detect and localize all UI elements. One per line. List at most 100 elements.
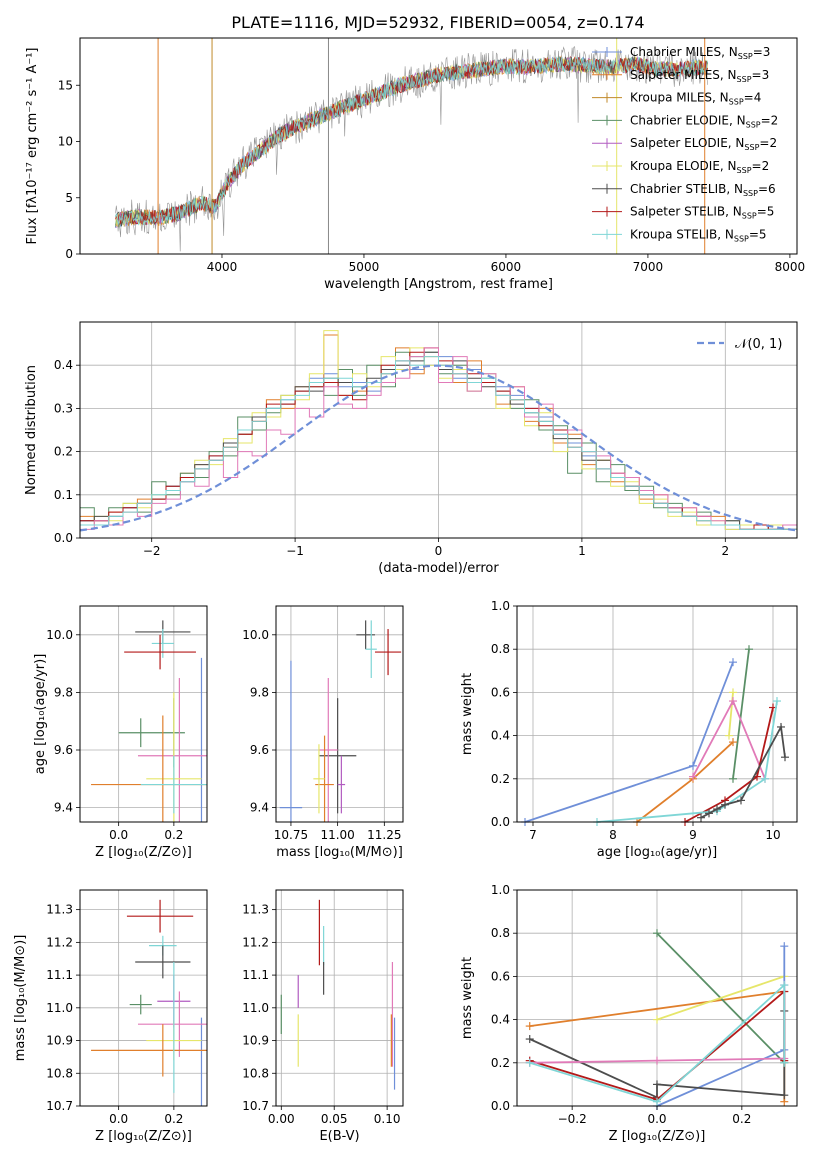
x-tick-label: 0.2 (732, 1112, 751, 1126)
y-tick-label: 0.0 (54, 531, 73, 545)
y-tick-label: 0.3 (54, 401, 73, 415)
weight-line (728, 692, 734, 736)
weight-line (524, 661, 734, 823)
legend-label: Chabrier ELODIE, NSSP=2 (630, 113, 778, 129)
x-tick-label: 5000 (349, 260, 380, 274)
y-tick-label: 11.0 (46, 1001, 73, 1015)
spectrum-legend: Chabrier MILES, NSSP=3 Salpeter MILES, NS… (592, 45, 778, 243)
legend-label: Kroupa ELODIE, NSSP=2 (630, 159, 769, 175)
y-tick-label: 11.3 (242, 903, 269, 917)
x-axis-label: E(B-V) (319, 1129, 359, 1144)
weight-line (684, 707, 774, 823)
y-tick-label: 11.3 (46, 903, 73, 917)
gaussian-curve (80, 364, 797, 532)
y-axis-label: Normed distribution (24, 365, 39, 495)
y-tick-label: 9.4 (250, 801, 269, 815)
x-tick-label: 9 (689, 828, 697, 842)
y-axis-label: mass weight (460, 673, 475, 755)
weight-vs-age-panel: 7 8 9 10 0.0 0.2 0.4 0.6 0.8 1.0 age [log₁₀(age/yr… (460, 599, 798, 860)
x-axis-label: Z [log₁₀(Z/Z⊙)] (609, 1129, 706, 1144)
spectrum-panel: 4000 5000 6000 7000 8000 0 5 10 15 wavelength [An… (25, 37, 805, 292)
y-tick-label: 11.2 (46, 935, 73, 949)
x-tick-label: 0.05 (321, 1112, 348, 1126)
y-tick-label: 0.4 (54, 358, 73, 372)
x-tick-label: 0.00 (268, 1112, 295, 1126)
x-tick-label: 11.00 (320, 828, 354, 842)
weight-line (656, 946, 786, 1107)
y-tick-label: 0.6 (491, 969, 510, 983)
x-axis-label: (data-model)/error (378, 561, 499, 576)
weight-line (732, 649, 750, 779)
errorbars (279, 620, 402, 822)
y-tick-label: 0.2 (54, 445, 73, 459)
y-tick-label: 9.6 (54, 743, 73, 757)
y-tick-label: 9.4 (54, 801, 73, 815)
axes-frame (79, 889, 208, 1107)
x-axis-label: age [log₁₀(age/yr)] (597, 845, 718, 860)
y-tick-label: 0.4 (491, 729, 510, 743)
legend-label: Chabrier STELIB, NSSP=6 (630, 182, 776, 198)
figure-title: PLATE=1116, MJD=52932, FIBERID=0054, z=0… (231, 13, 644, 32)
residuals-panel: −2 −1 0 1 2 0.0 0.1 0.2 0.3 0.4 (data-model)/error… (24, 321, 798, 576)
x-tick-label: 7 (529, 828, 537, 842)
y-axis-label: age [log₁₀(age/yr)] (33, 654, 48, 775)
spectrum-model-kroupa-stelib (115, 56, 708, 226)
y-axis-label: Flux [fλ10⁻¹⁷ erg cm⁻² s⁻¹ A⁻¹] (25, 48, 40, 245)
x-tick-label: 2 (721, 544, 729, 558)
x-tick-label: −0.2 (558, 1112, 587, 1126)
histogram-step (80, 356, 797, 530)
errorbars (280, 899, 396, 1090)
x-tick-label: 10 (765, 828, 780, 842)
x-tick-label: 6000 (491, 260, 522, 274)
errorbars (91, 899, 207, 1106)
y-tick-label: 10.7 (242, 1099, 269, 1113)
x-tick-label: 0.10 (374, 1112, 401, 1126)
weight-vs-Z-panel: −0.2 0.0 0.2 0.0 0.2 0.4 0.6 0.8 1.0 Z [log₁₀(Z/Z… (460, 883, 798, 1144)
y-tick-label: 5 (65, 191, 73, 205)
y-tick-label: 10.8 (242, 1066, 269, 1080)
y-tick-label: 0.4 (491, 1013, 510, 1027)
y-tick-label: 0.1 (54, 488, 73, 502)
x-tick-label: 0.0 (109, 828, 128, 842)
y-axis-label: mass weight (460, 957, 475, 1039)
legend-label: 𝒩(0, 1) (735, 337, 782, 352)
x-tick-label: 11.25 (367, 828, 401, 842)
y-tick-label: 10.9 (242, 1034, 269, 1048)
y-tick-label: 0 (65, 247, 73, 261)
legend-label: Kroupa MILES, NSSP=4 (630, 91, 761, 107)
y-tick-label: 0.6 (491, 685, 510, 699)
y-tick-label: 1.0 (491, 599, 510, 613)
y-tick-label: 11.0 (242, 1001, 269, 1015)
weight-line (656, 975, 785, 1021)
x-axis-label: mass [log₁₀(M/M⊙)] (276, 845, 403, 860)
x-axis-label: Z [log₁₀(Z/Z⊙)] (95, 1129, 192, 1144)
spectrum-data (115, 46, 708, 252)
y-tick-label: 0.8 (491, 642, 510, 656)
y-tick-label: 10.7 (46, 1099, 73, 1113)
y-tick-label: 1.0 (491, 883, 510, 897)
y-tick-label: 0.0 (491, 815, 510, 829)
axes-frame (275, 889, 404, 1107)
axes-frame (516, 605, 798, 823)
mass-vs-EBV-panel: 0.00 0.05 0.10 10.7 10.8 10.9 11.0 11.1 11.2 11.3… (242, 889, 404, 1144)
y-tick-label: 10 (58, 135, 73, 149)
y-axis-label: mass [log₁₀(M/M⊙)] (13, 935, 28, 1062)
y-tick-label: 15 (58, 78, 73, 92)
x-tick-label: 0.0 (647, 1112, 666, 1126)
legend-label: Salpeter ELODIE, NSSP=2 (630, 136, 777, 152)
x-axis-label: wavelength [Angstrom, rest frame] (324, 277, 553, 292)
x-tick-label: 7000 (633, 260, 664, 274)
age-vs-mass-panel: 10.75 11.00 11.25 9.4 9.6 9.8 10.0 mass [log₁₀(… (242, 605, 404, 860)
x-tick-label: 0.0 (109, 1112, 128, 1126)
legend-label: Salpeter STELIB, NSSP=5 (630, 205, 774, 221)
mass-vs-Z-panel: 0.0 0.2 10.7 10.8 10.9 11.0 11.1 11.2 11.3 Z [log… (13, 889, 208, 1144)
y-tick-label: 0.0 (491, 1099, 510, 1113)
weight-line (529, 982, 786, 1103)
weight-line (596, 700, 778, 823)
weight-line (700, 724, 786, 819)
legend-label: Salpeter MILES, NSSP=3 (630, 68, 769, 84)
legend-label: Kroupa STELIB, NSSP=5 (630, 227, 767, 243)
x-tick-label: 8 (609, 828, 617, 842)
x-axis-label: Z [log₁₀(Z/Z⊙)] (95, 845, 192, 860)
